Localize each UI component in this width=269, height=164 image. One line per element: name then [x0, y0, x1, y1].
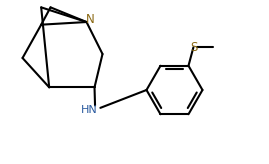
- Text: S: S: [190, 41, 197, 54]
- Text: N: N: [86, 13, 95, 26]
- Text: HN: HN: [81, 105, 98, 115]
